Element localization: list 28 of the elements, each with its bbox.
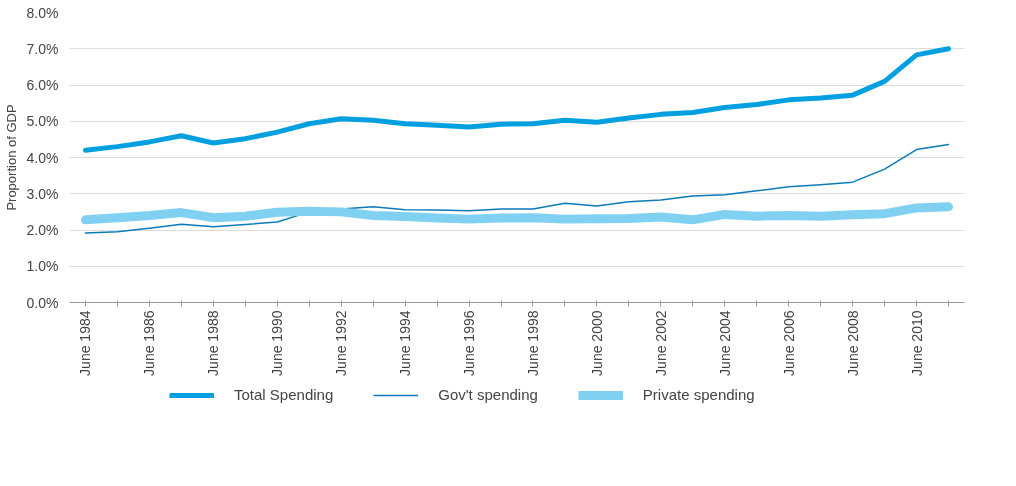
x-tick-label: June 1988 (205, 310, 222, 376)
legend-label: Private spending (642, 386, 755, 403)
x-tick-label: June 1996 (461, 310, 478, 376)
x-tick-label: June 1992 (333, 310, 350, 376)
legend-label: Gov't spending (438, 386, 538, 403)
y-tick-label: 3.0% (26, 185, 59, 202)
x-tick-label: June 1998 (524, 310, 541, 376)
legend-label: Total Spending (234, 386, 334, 403)
x-tick-label: June 2010 (908, 310, 925, 376)
y-axis-title: Proportion of GDP (3, 104, 19, 211)
y-tick-label: 5.0% (26, 113, 59, 130)
x-tick-label: June 2002 (652, 310, 669, 376)
x-tick-label: June 2006 (780, 310, 797, 376)
x-tick-label: June 2004 (716, 310, 733, 376)
y-tick-label: 6.0% (26, 77, 59, 93)
y-tick-label: 1.0% (26, 258, 59, 275)
y-tick-label: 0.0% (26, 294, 59, 311)
x-tick-label: June 1990 (269, 310, 286, 376)
x-tick-label: June 1986 (141, 310, 158, 376)
y-tick-label: 8.0% (26, 4, 59, 21)
y-tick-label: 2.0% (26, 222, 59, 238)
x-tick-label: June 2000 (588, 310, 605, 376)
x-tick-label: June 1994 (397, 310, 414, 376)
x-tick-label: June 2008 (844, 310, 861, 376)
x-tick-label: June 1984 (77, 310, 94, 376)
y-tick-label: 7.0% (26, 40, 59, 57)
y-tick-label: 4.0% (26, 149, 59, 166)
line-series (84, 143, 950, 234)
